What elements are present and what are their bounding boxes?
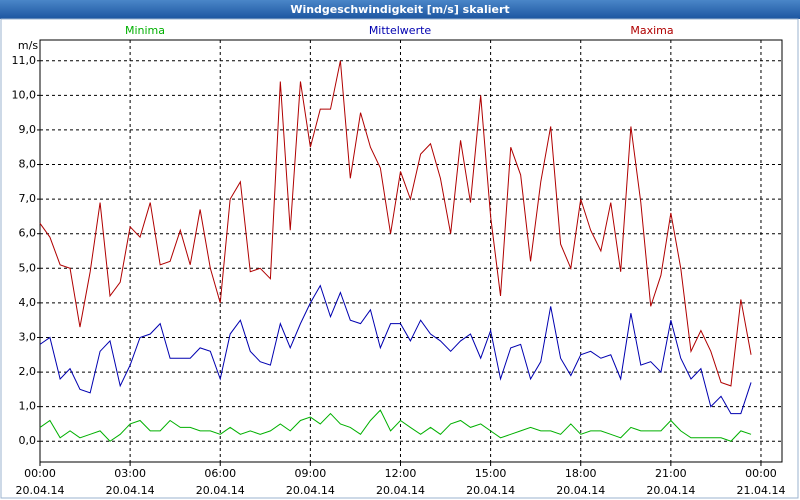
x-tick-label: 03:00 20.04.14	[105, 467, 155, 497]
legend-label: Minima	[125, 24, 165, 37]
x-tick-label: 06:00 20.04.14	[195, 467, 245, 497]
x-tick-label: 00:00 21.04.14	[736, 467, 786, 497]
x-tick-label: 09:00 20.04.14	[285, 467, 335, 497]
y-tick-label: 7,0	[19, 192, 37, 205]
chart-title: Windgeschwindigkeit [m/s] skaliert	[0, 0, 800, 19]
y-tick-label: 10,0	[12, 88, 37, 101]
y-tick-label: 6,0	[19, 227, 37, 240]
y-tick-label: 5,0	[19, 261, 37, 274]
y-tick-label: 3,0	[19, 330, 37, 343]
series-line	[39, 409, 752, 442]
x-tick-label: 12:00 20.04.14	[375, 467, 425, 497]
y-tick-label: 8,0	[19, 158, 37, 171]
legend-label: Maxima	[630, 24, 673, 37]
y-tick-label: 4,0	[19, 296, 37, 309]
legend-label: Mittelwerte	[369, 24, 432, 37]
y-axis-label: m/s	[18, 39, 38, 52]
x-tick-label: 15:00 20.04.14	[466, 467, 516, 497]
x-tick-label: 21:00 20.04.14	[646, 467, 696, 497]
window-border	[0, 18, 799, 499]
y-tick-label: 9,0	[19, 123, 37, 136]
x-tick-label: 00:00 20.04.14	[15, 467, 65, 497]
series-line	[39, 60, 752, 387]
series-line	[39, 284, 752, 415]
y-tick-label: 2,0	[19, 365, 37, 378]
y-tick-label: 1,0	[19, 400, 37, 413]
y-tick-label: 11,0	[12, 54, 37, 67]
x-tick-label: 18:00 20.04.14	[556, 467, 606, 497]
y-tick-label: 0,0	[19, 434, 37, 447]
